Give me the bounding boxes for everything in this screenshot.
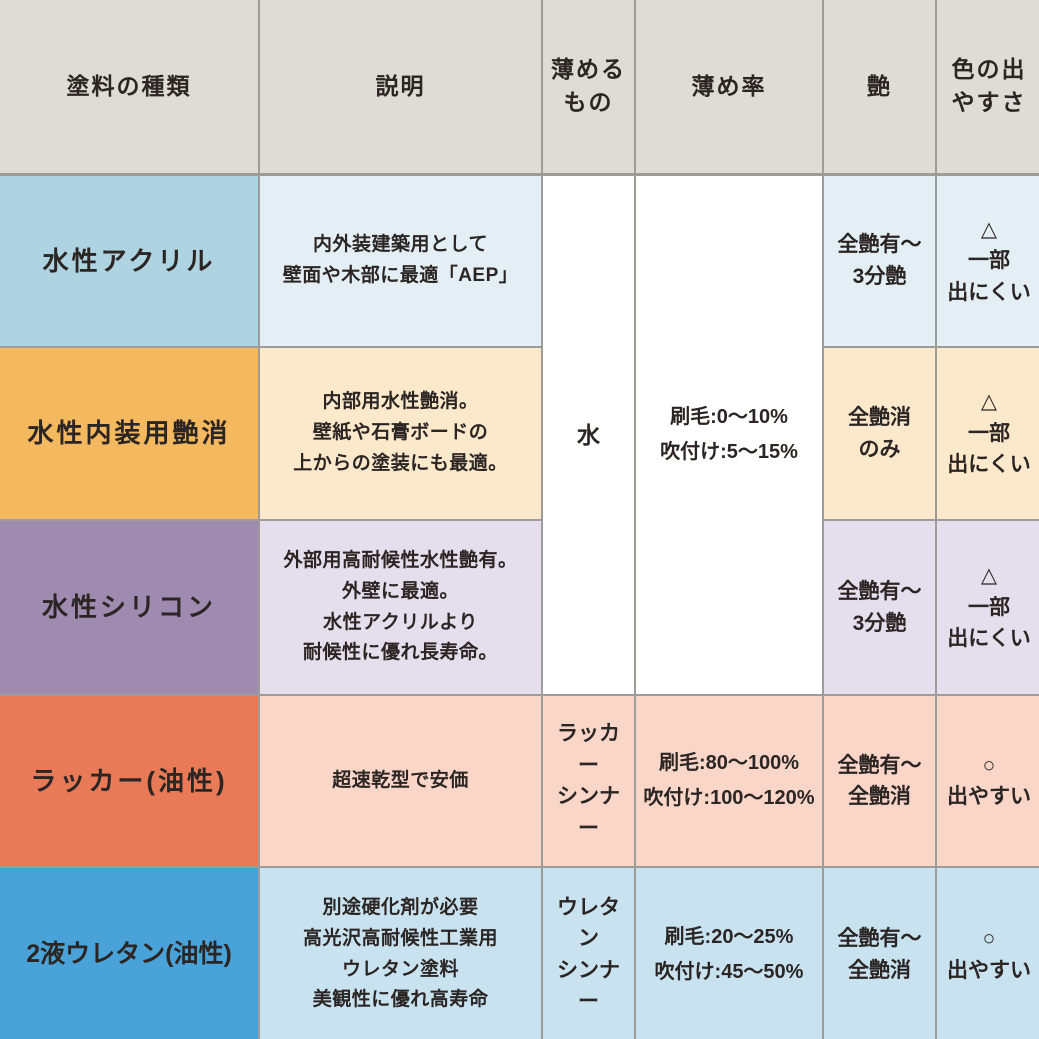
description-cell: 内部用水性艶消。 壁紙や石膏ボードの 上からの塗装にも最適。: [258, 346, 543, 521]
table-body: 水性アクリル 内外装建築用として 壁面や木部に最適「AEP」 水 刷毛:0〜10…: [0, 173, 1039, 1039]
table-row-water-interior-matte: 水性内装用艶消 内部用水性艶消。 壁紙や石膏ボードの 上からの塗装にも最適。 全…: [0, 346, 1039, 521]
paint-name-cell: 水性アクリル: [0, 173, 260, 348]
header-gloss: 艶: [822, 0, 937, 176]
header-paint-type: 塗料の種類: [0, 0, 260, 176]
color-ease-cell: △ 一部 出にくい: [935, 519, 1039, 696]
table-row-water-acrylic: 水性アクリル 内外装建築用として 壁面や木部に最適「AEP」 水 刷毛:0〜10…: [0, 173, 1039, 696]
thinner-cell: ウレタン シンナー: [541, 866, 636, 1039]
header-thinner: 薄める もの: [541, 0, 636, 176]
description-cell: 別途硬化剤が必要 高光沢高耐候性工業用 ウレタン塗料 美観性に優れ高寿命: [258, 866, 543, 1039]
paint-name-cell: 2液ウレタン(油性): [0, 866, 260, 1039]
table-row-lacquer-oil: ラッカー(油性) 超速乾型で安価 ラッカー シンナー 刷毛:80〜100% 吹付…: [0, 694, 1039, 868]
description-cell: 外部用高耐候性水性艶有。 外壁に最適。 水性アクリルより 耐候性に優れ長寿命。: [258, 519, 543, 696]
color-ease-cell: ○ 出やすい: [935, 866, 1039, 1039]
paint-name-cell: 水性内装用艶消: [0, 346, 260, 521]
color-ease-cell: ○ 出やすい: [935, 694, 1039, 868]
thinner-cell: ラッカー シンナー: [541, 694, 636, 868]
description-cell: 超速乾型で安価: [258, 694, 543, 868]
ratio-cell-merged: 刷毛:0〜10% 吹付け:5〜15%: [634, 173, 824, 696]
header-row: 塗料の種類 説明 薄める もの 薄め率 艶 色の出 やすさ: [0, 0, 1039, 176]
color-ease-cell: △ 一部 出にくい: [935, 346, 1039, 521]
color-ease-cell: △ 一部 出にくい: [935, 173, 1039, 348]
gloss-cell: 全艶有〜 3分艶: [822, 519, 937, 696]
paint-name-cell: ラッカー(油性): [0, 694, 260, 868]
gloss-cell: 全艶消 のみ: [822, 346, 937, 521]
header-description: 説明: [258, 0, 543, 176]
paint-name-cell: 水性シリコン: [0, 519, 260, 696]
header-color-ease: 色の出 やすさ: [935, 0, 1039, 176]
header-ratio: 薄め率: [634, 0, 824, 176]
description-cell: 内外装建築用として 壁面や木部に最適「AEP」: [258, 173, 543, 348]
ratio-cell: 刷毛:20〜25% 吹付け:45〜50%: [634, 866, 824, 1039]
gloss-cell: 全艶有〜 3分艶: [822, 173, 937, 348]
gloss-cell: 全艶有〜 全艶消: [822, 866, 937, 1039]
gloss-cell: 全艶有〜 全艶消: [822, 694, 937, 868]
ratio-cell: 刷毛:80〜100% 吹付け:100〜120%: [634, 694, 824, 868]
table-header: 塗料の種類 説明 薄める もの 薄め率 艶 色の出 やすさ: [0, 0, 1039, 176]
table-row-water-silicone: 水性シリコン 外部用高耐候性水性艶有。 外壁に最適。 水性アクリルより 耐候性に…: [0, 519, 1039, 696]
table-row-two-part-urethane-oil: 2液ウレタン(油性) 別途硬化剤が必要 高光沢高耐候性工業用 ウレタン塗料 美観…: [0, 866, 1039, 1039]
thinner-cell-merged: 水: [541, 173, 636, 696]
